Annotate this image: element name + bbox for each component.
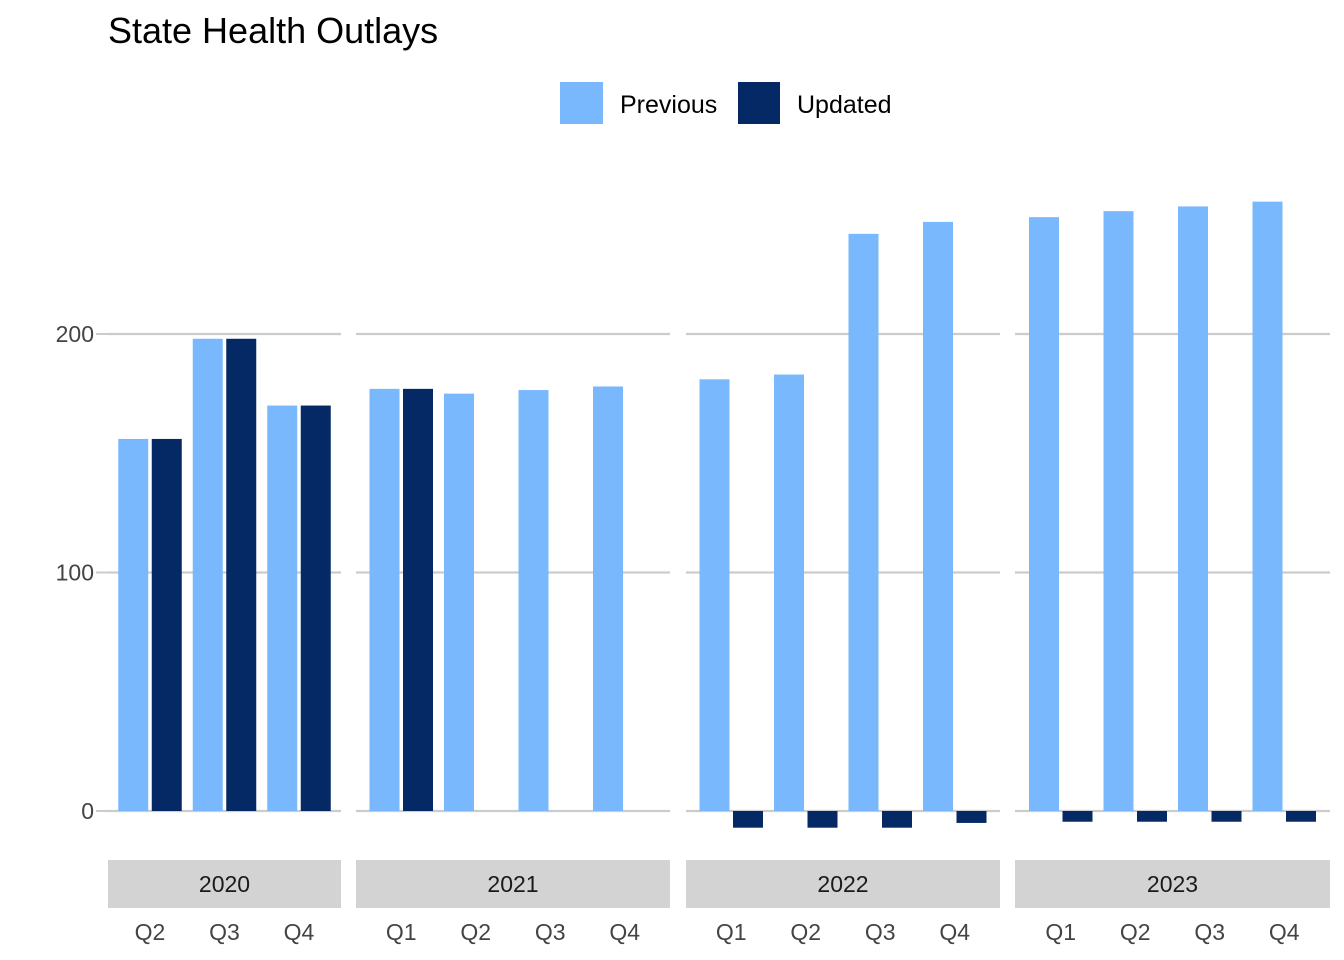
bar-2020-Q4-previous (267, 405, 298, 811)
x-tick-label: Q1 (386, 919, 417, 945)
bar-2022-Q1-updated (733, 811, 763, 828)
x-tick-label: Q4 (939, 919, 970, 945)
x-tick-label: Q4 (284, 919, 315, 945)
bar-2023-Q1-previous (1029, 217, 1059, 811)
legend: Previous Updated (560, 82, 892, 124)
bar-2023-Q4-updated (1286, 811, 1316, 822)
bar-2022-Q1-previous (699, 379, 730, 811)
facet-strip-label: 2021 (487, 871, 538, 897)
bar-2022-Q3-updated (882, 811, 912, 828)
x-tick-label: Q2 (135, 919, 166, 945)
legend-label-previous: Previous (620, 91, 717, 119)
legend-key-updated (738, 82, 780, 124)
bar-2020-Q2-previous (118, 438, 149, 811)
facet-strip-label: 2023 (1147, 871, 1198, 897)
bar-2020-Q3-updated (226, 338, 257, 811)
facet-strip-label: 2022 (817, 871, 868, 897)
facet-strip (108, 860, 341, 908)
facet-strip (356, 860, 670, 908)
x-tick-label: Q3 (865, 919, 896, 945)
x-tick-label: Q2 (790, 919, 821, 945)
x-tick-label: Q2 (1120, 919, 1151, 945)
x-tick-label: Q3 (209, 919, 240, 945)
facet-panels: Q2 Q3 Q4 2020 Q1 Q2 Q3 Q4 2021 Q1 Q2 Q3 Q4 2022 Q1 Q2 Q3… (108, 201, 1330, 945)
legend-key-previous (560, 82, 603, 124)
bar-2022-Q4-previous (923, 221, 953, 811)
facet-panel-2021: Q1 Q2 Q3 Q4 2021 (356, 332, 670, 945)
x-tick-label: Q4 (1269, 919, 1300, 945)
y-tick-label: 200 (56, 321, 94, 347)
bar-2023-Q2-updated (1137, 811, 1167, 822)
x-tick-label: Q3 (535, 919, 566, 945)
y-tick-label: 0 (81, 798, 94, 824)
legend-label-updated: Updated (797, 91, 892, 119)
x-tick-label: Q3 (1194, 919, 1225, 945)
bar-2022-Q4-updated (956, 811, 987, 823)
x-tick-label: Q2 (460, 919, 491, 945)
bar-2021-Q3-previous (518, 390, 549, 811)
facet-strip (686, 860, 1000, 908)
bar-2023-Q2-previous (1103, 211, 1134, 812)
x-tick-label: Q1 (716, 919, 747, 945)
facet-panel-2020: Q2 Q3 Q4 2020 (108, 332, 341, 945)
bar-2022-Q2-updated (807, 811, 838, 828)
bar-2023-Q3-updated (1211, 811, 1242, 822)
x-tick-label: Q4 (609, 919, 640, 945)
bar-2020-Q3-previous (192, 338, 223, 811)
bar-2021-Q2-previous (444, 393, 474, 811)
y-axis: 0 100 200 (56, 321, 108, 824)
bar-2021-Q1-previous (369, 388, 400, 811)
bar-2021-Q1-updated (403, 388, 433, 811)
bar-2022-Q3-previous (848, 233, 879, 811)
facet-panel-2023: Q1 Q2 Q3 Q4 2023 (1015, 201, 1330, 945)
bar-2021-Q4-previous (593, 386, 623, 811)
bar-2023-Q3-previous (1178, 206, 1208, 812)
bar-2023-Q1-updated (1062, 811, 1093, 822)
facet-strip (1015, 860, 1330, 908)
facet-panel-2022: Q1 Q2 Q3 Q4 2022 (686, 221, 1000, 945)
bar-2020-Q4-updated (300, 405, 331, 811)
bar-2020-Q2-updated (151, 438, 182, 811)
x-tick-label: Q1 (1045, 919, 1076, 945)
facet-strip-label: 2020 (199, 871, 250, 897)
bar-2023-Q4-previous (1252, 201, 1283, 811)
bar-2022-Q2-previous (774, 374, 804, 811)
chart-title: State Health Outlays (108, 10, 438, 51)
y-tick-label: 100 (56, 560, 94, 586)
